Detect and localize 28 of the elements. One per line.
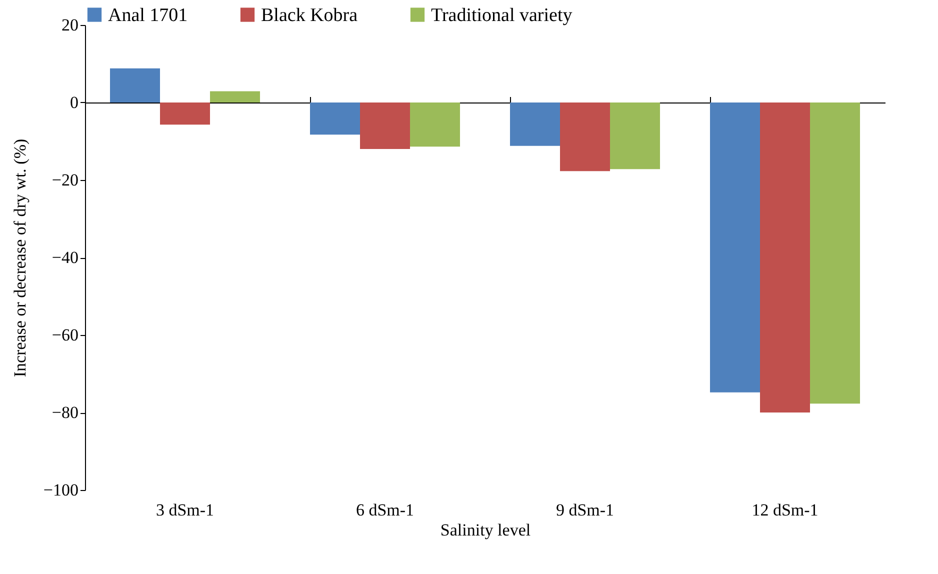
bar (710, 102, 760, 392)
x-tick-label: 6 dSm-1 (356, 500, 414, 520)
bar (160, 102, 210, 125)
legend-label: Traditional variety (431, 4, 573, 26)
bar (810, 102, 860, 404)
bar (360, 102, 410, 149)
y-tick-label: 0 (70, 93, 78, 112)
y-tick-label: −80 (52, 403, 78, 422)
y-tick-label: −40 (52, 248, 78, 267)
x-tick-label: 9 dSm-1 (556, 500, 614, 520)
y-tick-label: 20 (62, 16, 78, 34)
bar (610, 102, 660, 170)
x-tick-label: 3 dSm-1 (156, 500, 214, 520)
x-tick-label: 12 dSm-1 (752, 500, 818, 520)
y-axis-title: Increase or decrease of dry wt. (%) (10, 138, 30, 378)
bar (510, 102, 560, 146)
bar (410, 102, 460, 147)
bar (110, 68, 160, 102)
legend-label: Anal 1701 (108, 4, 188, 26)
bar (560, 102, 610, 172)
y-tick-label: −20 (52, 170, 78, 190)
x-axis-title: Salinity level (440, 520, 531, 540)
y-tick-label: −60 (52, 326, 78, 344)
bar (210, 91, 260, 102)
bar (310, 102, 360, 135)
bar (760, 102, 810, 412)
y-tick-label: −100 (43, 480, 78, 500)
legend-label: Black Kobra (261, 4, 358, 26)
